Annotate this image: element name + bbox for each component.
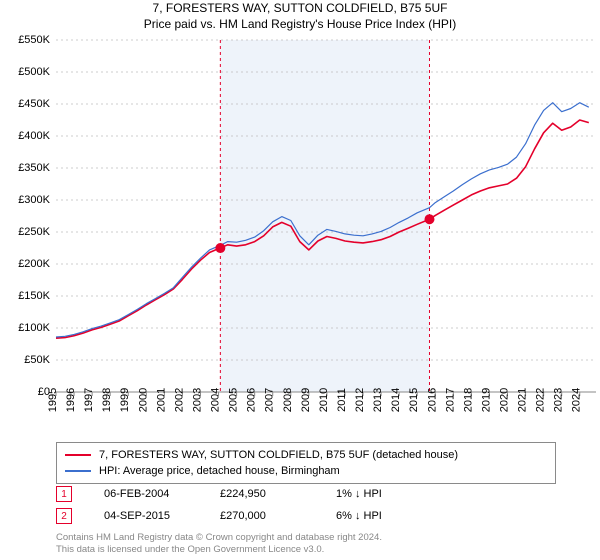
- event-row: 2 04-SEP-2015 £270,000 6% ↓ HPI: [56, 508, 446, 524]
- svg-text:2021: 2021: [517, 388, 529, 412]
- svg-text:£200K: £200K: [18, 258, 50, 270]
- svg-text:2009: 2009: [300, 388, 312, 412]
- svg-text:2007: 2007: [264, 388, 276, 412]
- event-date: 06-FEB-2004: [104, 488, 204, 500]
- svg-text:2004: 2004: [210, 388, 222, 412]
- svg-text:1998: 1998: [101, 388, 113, 412]
- svg-text:2008: 2008: [282, 388, 294, 412]
- svg-text:2000: 2000: [137, 388, 149, 412]
- svg-text:£250K: £250K: [18, 226, 50, 238]
- svg-text:2013: 2013: [372, 388, 384, 412]
- page: 7, FORESTERS WAY, SUTTON COLDFIELD, B75 …: [0, 0, 600, 560]
- svg-text:2006: 2006: [246, 388, 258, 412]
- svg-text:2014: 2014: [390, 388, 402, 412]
- svg-text:1997: 1997: [83, 388, 95, 412]
- legend-label: HPI: Average price, detached house, Birm…: [99, 463, 340, 479]
- svg-text:2023: 2023: [553, 388, 565, 412]
- legend-swatch: [65, 470, 91, 472]
- svg-text:2001: 2001: [155, 388, 167, 412]
- svg-text:2019: 2019: [480, 388, 492, 412]
- event-date: 04-SEP-2015: [104, 510, 204, 522]
- svg-text:2018: 2018: [462, 388, 474, 412]
- legend: 7, FORESTERS WAY, SUTTON COLDFIELD, B75 …: [56, 442, 556, 484]
- svg-text:2002: 2002: [173, 388, 185, 412]
- title-line-1: 7, FORESTERS WAY, SUTTON COLDFIELD, B75 …: [0, 0, 600, 16]
- event-price: £224,950: [220, 488, 320, 500]
- event-marker-icon: 1: [56, 486, 72, 502]
- footer: Contains HM Land Registry data © Crown c…: [56, 532, 382, 556]
- svg-text:£50K: £50K: [24, 354, 50, 366]
- event-marker-icon: 2: [56, 508, 72, 524]
- chart: £0£50K£100K£150K£200K£250K£300K£350K£400…: [0, 32, 600, 434]
- svg-text:£400K: £400K: [18, 130, 50, 142]
- legend-label: 7, FORESTERS WAY, SUTTON COLDFIELD, B75 …: [99, 447, 458, 463]
- event-row: 1 06-FEB-2004 £224,950 1% ↓ HPI: [56, 486, 446, 502]
- legend-item: 7, FORESTERS WAY, SUTTON COLDFIELD, B75 …: [65, 447, 547, 463]
- svg-text:£350K: £350K: [18, 162, 50, 174]
- svg-text:2005: 2005: [228, 388, 240, 412]
- svg-text:2011: 2011: [336, 388, 348, 412]
- event-diff: 6% ↓ HPI: [336, 510, 446, 522]
- svg-text:2020: 2020: [499, 388, 511, 412]
- svg-text:2010: 2010: [318, 388, 330, 412]
- svg-text:£550K: £550K: [18, 34, 50, 46]
- footer-line-2: This data is licensed under the Open Gov…: [56, 544, 382, 556]
- events-table: 1 06-FEB-2004 £224,950 1% ↓ HPI 2 04-SEP…: [56, 486, 446, 530]
- footer-line-1: Contains HM Land Registry data © Crown c…: [56, 532, 382, 544]
- svg-text:2003: 2003: [191, 388, 203, 412]
- legend-swatch: [65, 454, 91, 456]
- svg-text:£300K: £300K: [18, 194, 50, 206]
- svg-text:2017: 2017: [444, 388, 456, 412]
- svg-text:2024: 2024: [571, 388, 583, 412]
- svg-text:2022: 2022: [535, 388, 547, 412]
- svg-text:2016: 2016: [426, 388, 438, 412]
- chart-svg: £0£50K£100K£150K£200K£250K£300K£350K£400…: [0, 32, 600, 434]
- svg-text:2015: 2015: [408, 388, 420, 412]
- svg-text:1995: 1995: [47, 388, 59, 412]
- event-price: £270,000: [220, 510, 320, 522]
- title-line-2: Price paid vs. HM Land Registry's House …: [0, 16, 600, 32]
- svg-text:£500K: £500K: [18, 66, 50, 78]
- svg-text:1999: 1999: [119, 388, 131, 412]
- svg-text:£450K: £450K: [18, 98, 50, 110]
- svg-text:2012: 2012: [354, 388, 366, 412]
- svg-text:£150K: £150K: [18, 290, 50, 302]
- svg-text:1996: 1996: [65, 388, 77, 412]
- legend-item: HPI: Average price, detached house, Birm…: [65, 463, 547, 479]
- svg-text:£100K: £100K: [18, 322, 50, 334]
- event-diff: 1% ↓ HPI: [336, 488, 446, 500]
